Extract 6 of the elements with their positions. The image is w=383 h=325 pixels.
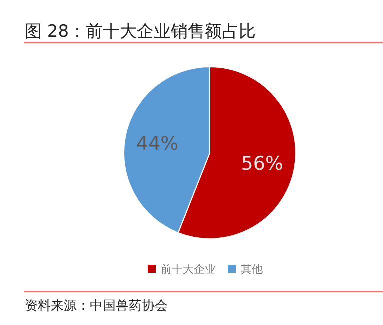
data-label: 56% [241, 152, 284, 175]
text: 资料来源：中国兽药协会 [25, 299, 168, 314]
legend-label: 前十大企业 [161, 263, 216, 276]
chart-title: 图 28：前十大企业销售额占比 [25, 22, 256, 42]
legend-label: 其他 [241, 263, 263, 276]
data-label: 44% [136, 133, 179, 156]
